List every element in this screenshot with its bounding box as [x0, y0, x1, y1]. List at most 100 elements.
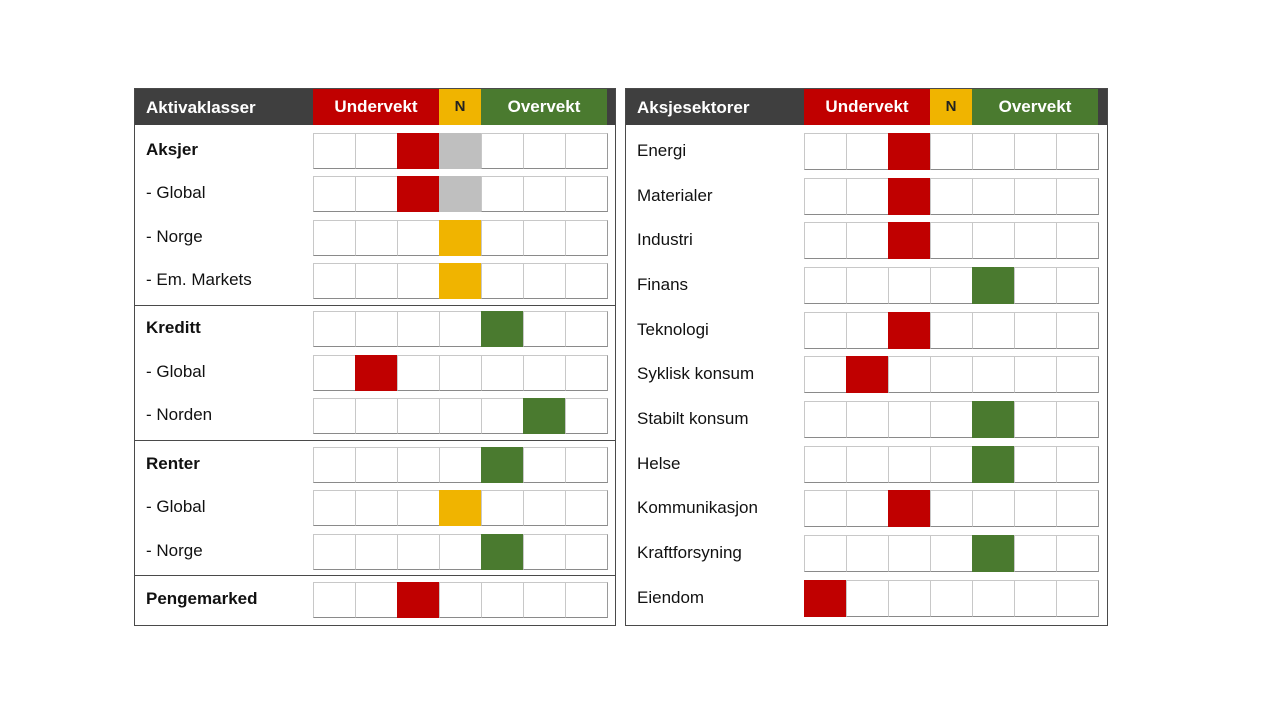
- weight-marker-red: [888, 222, 931, 259]
- scale-cell: [523, 490, 566, 526]
- weight-marker-yellow: [439, 263, 482, 299]
- weight-marker-red: [888, 133, 931, 170]
- scale-cell: [930, 133, 973, 170]
- weight-marker-green: [972, 267, 1015, 304]
- scale-cell: [481, 398, 524, 434]
- scale-cell: [313, 447, 356, 483]
- scale-cell: [846, 401, 889, 438]
- scale-cell: [846, 267, 889, 304]
- scale-cell: [930, 580, 973, 617]
- row-label: Energi: [637, 140, 687, 160]
- scale-cell: [565, 263, 608, 299]
- row-label: Industri: [637, 229, 693, 249]
- scale-cell: [481, 133, 524, 169]
- row-label: - Em. Markets: [146, 270, 252, 289]
- scale-cell: [355, 133, 398, 169]
- scale-cell: [846, 222, 889, 259]
- scale-cell: [804, 267, 847, 304]
- scale-cell: [930, 446, 973, 483]
- scale-cell: [313, 490, 356, 526]
- scale-cell: [972, 490, 1015, 527]
- scale-cell: [355, 447, 398, 483]
- scale-cell: [1056, 267, 1099, 304]
- scale-cell: [1056, 133, 1099, 170]
- scale-cell: [1014, 401, 1057, 438]
- scale-cell: [1014, 490, 1057, 527]
- scale-cell: [481, 582, 524, 618]
- scale-cell: [888, 356, 931, 393]
- scale-cell: [397, 263, 440, 299]
- row-label: Renter: [146, 454, 200, 473]
- row-label: Stabilt konsum: [637, 408, 749, 428]
- equity-sector-panel: Aksjesektorer Undervekt N Overvekt Energ…: [625, 88, 1108, 626]
- scale-cell: [397, 534, 440, 570]
- scale-cell: [804, 535, 847, 572]
- scale-cell: [804, 356, 847, 393]
- scale-cell: [1056, 178, 1099, 215]
- scale-cell: [565, 311, 608, 347]
- scale-cell: [565, 220, 608, 256]
- scale-cell: [355, 398, 398, 434]
- scale-cell: [1014, 580, 1057, 617]
- weight-marker-green: [481, 447, 524, 483]
- scale-cell: [804, 312, 847, 349]
- scale-cell: [1056, 312, 1099, 349]
- scale-cell: [439, 398, 482, 434]
- scale-cell: [804, 222, 847, 259]
- scale-cell: [972, 580, 1015, 617]
- weight-marker-red: [888, 178, 931, 215]
- scale-cell: [1014, 267, 1057, 304]
- header-bar: [626, 89, 804, 125]
- scale-cell: [523, 447, 566, 483]
- scale-cell: [846, 580, 889, 617]
- scale-cell: [313, 263, 356, 299]
- row-label: - Global: [146, 497, 206, 516]
- overweight-band: Overvekt: [972, 89, 1098, 125]
- row-label: Kraftforsyning: [637, 542, 742, 562]
- scale-cell: [523, 311, 566, 347]
- scale-cell: [565, 133, 608, 169]
- row-label: Helse: [637, 453, 681, 473]
- scale-cell: [930, 356, 973, 393]
- weight-marker-green: [481, 534, 524, 570]
- scale-cell: [930, 401, 973, 438]
- scale-cell: [565, 582, 608, 618]
- weight-marker-yellow: [439, 220, 482, 256]
- scale-cell: [804, 133, 847, 170]
- row-label: - Norden: [146, 405, 213, 424]
- scale-cell: [930, 312, 973, 349]
- scale-cell: [804, 446, 847, 483]
- scale-cell: [397, 447, 440, 483]
- scale-cell: [1056, 401, 1099, 438]
- scale-cell: [565, 490, 608, 526]
- row-label: Syklisk konsum: [637, 363, 755, 383]
- panel-title: Aktivaklasser: [146, 98, 256, 117]
- scale-cell: [565, 447, 608, 483]
- weight-marker-green: [972, 535, 1015, 572]
- section-divider: [135, 575, 615, 576]
- asset-class-panel: Aktivaklasser Undervekt N Overvekt Aksje…: [134, 88, 616, 626]
- weight-marker-red: [397, 582, 440, 618]
- scale-cell: [313, 220, 356, 256]
- scale-cell: [804, 490, 847, 527]
- scale-cell: [355, 311, 398, 347]
- scale-cell: [397, 311, 440, 347]
- scale-cell: [930, 490, 973, 527]
- scale-cell: [313, 355, 356, 391]
- scale-cell: [1014, 133, 1057, 170]
- header-bar-end: [607, 89, 615, 125]
- scale-cell: [355, 490, 398, 526]
- weight-marker-green: [972, 401, 1015, 438]
- scale-cell: [439, 447, 482, 483]
- scale-cell: [972, 312, 1015, 349]
- scale-cell: [397, 220, 440, 256]
- scale-cell: [523, 220, 566, 256]
- scale-cell: [523, 534, 566, 570]
- scale-cell: [930, 535, 973, 572]
- scale-cell: [930, 222, 973, 259]
- row-label: Eiendom: [637, 587, 705, 607]
- weight-marker-red: [888, 490, 931, 527]
- scale-cell: [846, 312, 889, 349]
- scale-cell: [355, 220, 398, 256]
- scale-cell: [523, 263, 566, 299]
